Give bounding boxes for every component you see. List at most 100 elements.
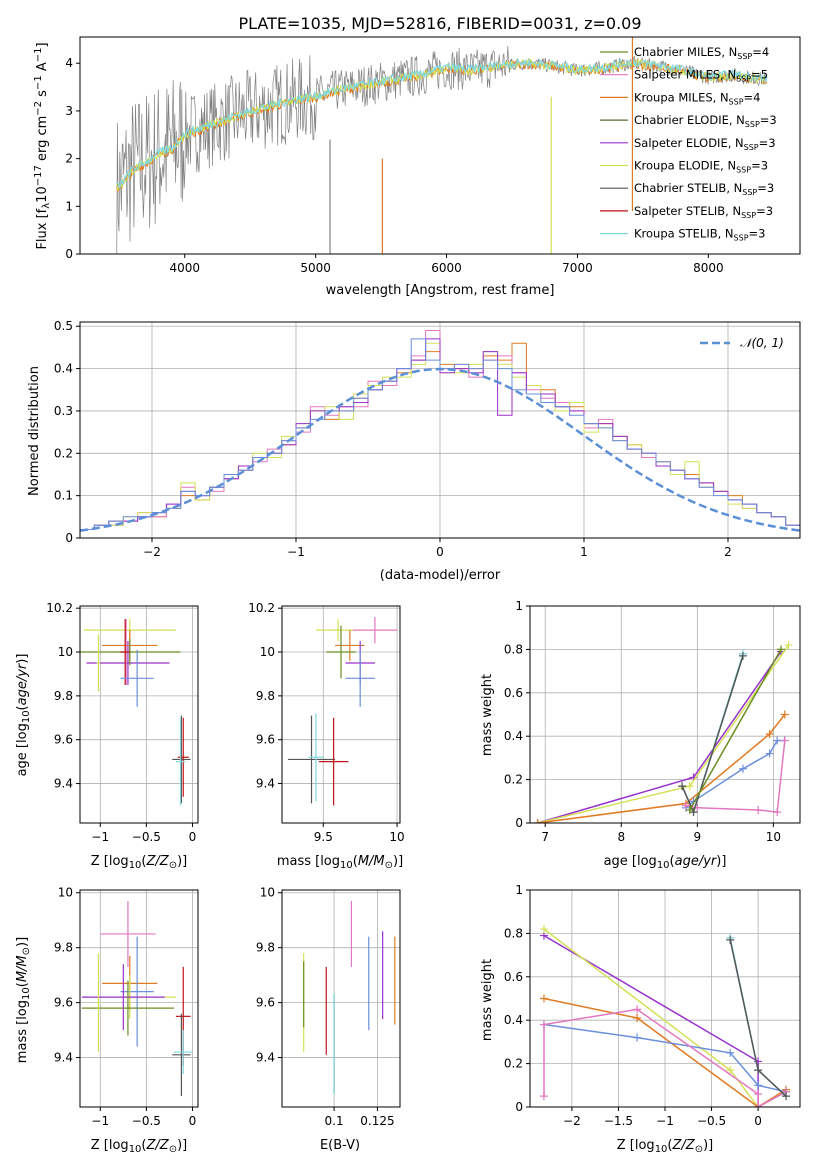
z-weight-point-marker [782, 1092, 791, 1101]
z-weight-point-marker [726, 935, 735, 944]
residuals-xtick-label: −1 [287, 545, 305, 559]
z-weight-ytick-label: 0.6 [504, 970, 523, 984]
residuals-ytick-label: 0.4 [54, 362, 73, 376]
age-weight-ytick-label: 1 [515, 599, 523, 613]
age-weight-ylabel: mass weight [480, 674, 495, 756]
spectrum-legend-label: Chabrier STELIB, NSSP=3 [634, 181, 774, 197]
age-weight-point-marker [678, 782, 687, 791]
mass-age-xtick-label: 9.5 [314, 830, 333, 844]
age-weight-point-marker [780, 736, 789, 745]
z-age-ylabel: age [log10(age/yr)] [15, 654, 32, 777]
z-age-xtick-label: 0 [189, 830, 197, 844]
z-mass-content [81, 900, 193, 1097]
z-weight-point-marker [726, 1048, 735, 1057]
residuals-ytick-label: 0.1 [54, 489, 73, 503]
z-weight-point-marker [754, 1057, 763, 1066]
age-weight-ytick-label: 0.8 [504, 642, 523, 656]
age-weight-xtick-label: 9 [694, 830, 702, 844]
spectrum-legend-label: Chabrier MILES, NSSP=4 [634, 45, 769, 61]
mass-age-xtick-label: 10 [389, 830, 404, 844]
age-weight-point-marker [773, 808, 782, 817]
ebv-mass-ytick-label: 10 [260, 886, 275, 900]
z-weight-point-marker [633, 1005, 642, 1014]
age-weight-xlabel: age [log10(age/yr)] [604, 854, 727, 871]
z-weight-point-marker [633, 1014, 642, 1023]
z-weight-xtick-label: −1.5 [604, 1114, 633, 1128]
mass-age-ytick-label: 10.2 [248, 601, 275, 615]
z-age-plot-area: −1 −0.5 0 9.4 9.6 9.8 10 10.2 [46, 601, 199, 844]
z-age-ytick-label: 9.6 [54, 733, 73, 747]
z-weight-point-marker [754, 1089, 763, 1098]
spectrum-legend-label: Chabrier ELODIE, NSSP=3 [634, 113, 777, 129]
z-weight-xlabel: Z [log10(Z/Z⊙)] [617, 1138, 714, 1155]
z-mass-xtick-label: 0 [189, 1114, 197, 1128]
z-weight-point-marker [539, 1020, 548, 1029]
residuals-legend-label: 𝒩(0, 1) [740, 336, 784, 350]
z-weight-point-marker [539, 994, 548, 1003]
z-mass-frame [79, 889, 199, 1108]
spectrum-xtick-label: 4000 [169, 261, 200, 275]
age-weight-point-marker [765, 749, 774, 758]
spectrum-ytick-label: 0 [65, 247, 73, 261]
residuals-normal-curve [80, 367, 800, 532]
age-weight-point-marker [784, 641, 793, 650]
ebv-mass-ytick-label: 9.4 [256, 1051, 275, 1065]
z-age-xlabel: Z [log10(Z/Z⊙)] [91, 854, 188, 871]
spectrum-legend-label: Salpeter STELIB, NSSP=3 [634, 204, 773, 220]
z-mass-ytick-label: 9.6 [54, 996, 73, 1010]
spectrum-ytick-label: 4 [65, 56, 73, 70]
mass-age-frame [281, 605, 401, 824]
age-weight-point-marker [681, 801, 690, 810]
z-mass-ytick-label: 10 [58, 886, 73, 900]
age-weight-series-line [689, 649, 782, 811]
age-weight-xtick-label: 10 [766, 830, 781, 844]
ebv-mass-panel: 0.1 0.125 9.4 9.6 9.8 10 E(B-V) [256, 886, 401, 1153]
spectrum-ytick-label: 2 [65, 152, 73, 166]
age-weight-series-line [537, 651, 782, 823]
spectrum-xtick-label: 5000 [300, 261, 331, 275]
z-weight-ytick-label: 0.8 [504, 926, 523, 940]
z-age-ytick-label: 9.8 [54, 689, 73, 703]
z-weight-point-marker [726, 1066, 735, 1075]
age-weight-ytick-label: 0.6 [504, 686, 523, 700]
z-weight-ylabel: mass weight [480, 959, 495, 1041]
z-weight-ytick-label: 1 [515, 883, 523, 897]
age-weight-ytick-label: 0.4 [504, 729, 523, 743]
z-mass-ytick-label: 9.8 [54, 941, 73, 955]
z-weight-point-marker [754, 1103, 763, 1107]
z-age-ytick-label: 9.4 [54, 777, 73, 791]
z-mass-panel: −1 −0.5 0 9.4 9.6 9.8 10 Z [log10(Z/Z⊙)] mass … [15, 886, 199, 1155]
residuals-content [80, 330, 800, 538]
age-weight-xtick-label: 7 [541, 830, 549, 844]
age-weight-point-marker [754, 805, 763, 814]
z-weight-series-line [543, 997, 787, 1107]
age-weight-point-marker [685, 782, 694, 791]
z-weight-panel: −2 −1.5 −1 −0.5 0 0 0.2 0.4 0.6 0.8 1 Z [log10(Z/Z… [480, 883, 801, 1155]
z-weight-point-marker [539, 1092, 548, 1101]
residuals-xtick-label: 1 [580, 545, 588, 559]
mass-age-ytick-label: 9.8 [256, 689, 275, 703]
spectrum-legend-label: Salpeter ELODIE, NSSP=3 [634, 136, 776, 152]
z-mass-xlabel: Z [log10(Z/Z⊙)] [91, 1138, 188, 1155]
residuals-ytick-label: 0.5 [54, 319, 73, 333]
spectrum-ylabel: Flux [fλ10−17 erg cm−2 s−1 A−1] [33, 42, 52, 249]
age-weight-point-marker [773, 736, 782, 745]
z-age-panel: −1 −0.5 0 9.4 9.6 9.8 10 10.2 Z [log10(Z/Z⊙)] a… [15, 601, 199, 871]
ebv-mass-xlabel: E(B-V) [320, 1138, 360, 1153]
residuals-xlabel: (data-model)/error [380, 568, 501, 583]
spectrum-ytick-label: 3 [65, 104, 73, 118]
mass-age-content [287, 616, 398, 806]
z-weight-point-marker [754, 1081, 763, 1090]
z-weight-point-marker [539, 925, 548, 934]
z-weight-ytick-label: 0 [515, 1100, 523, 1114]
age-weight-point-marker [738, 764, 747, 773]
spectrum-xlabel: wavelength [Angstrom, rest frame] [326, 283, 555, 298]
z-weight-xtick-label: −0.5 [697, 1114, 726, 1128]
z-mass-plot-area: −1 −0.5 0 9.4 9.6 9.8 10 [54, 886, 199, 1128]
spectrum-legend-label: Kroupa STELIB, NSSP=3 [634, 227, 765, 243]
z-mass-ytick-label: 9.4 [54, 1051, 73, 1065]
age-weight-point-marker [780, 710, 789, 719]
z-weight-ytick-label: 0.2 [504, 1057, 523, 1071]
residuals-xtick-label: −2 [143, 545, 161, 559]
